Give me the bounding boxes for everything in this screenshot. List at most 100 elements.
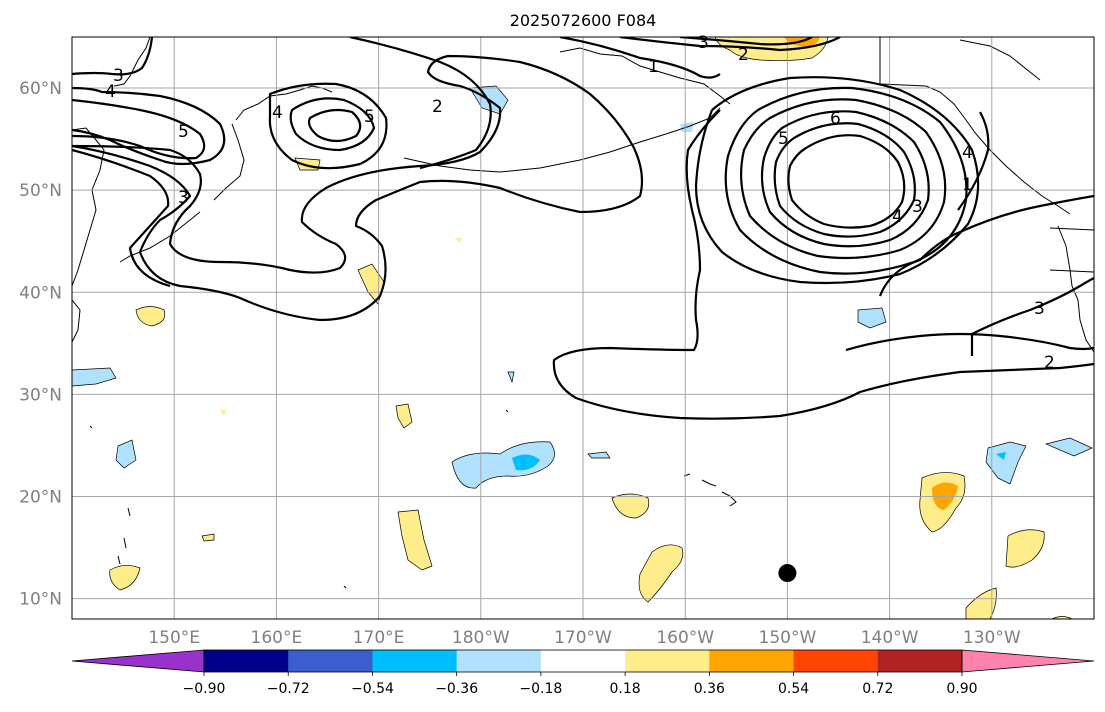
contour-line — [268, 82, 388, 170]
contour-line — [878, 194, 1094, 297]
positive-anomaly-patch — [220, 410, 226, 416]
colorbar-segment — [877, 650, 963, 672]
colorbar-outline — [203, 649, 963, 673]
contour-line — [552, 109, 1094, 420]
contour-label: 3 — [698, 33, 709, 53]
positive-anomaly-patch — [395, 403, 413, 429]
contour-line — [72, 148, 171, 288]
contour-label: 4 — [272, 103, 283, 123]
contour-line — [740, 98, 947, 260]
negative-anomaly-patch — [857, 307, 887, 329]
contour-line — [72, 86, 226, 166]
negative-anomaly-patch — [115, 439, 137, 469]
longitude-label: 150°W — [759, 628, 817, 648]
coastline — [113, 37, 151, 87]
contour-label: 4 — [962, 143, 973, 163]
coastline — [1057, 225, 1094, 353]
map-frame — [71, 36, 1095, 620]
colorbar-segment — [204, 650, 289, 672]
latitude-label: 40°N — [19, 283, 62, 303]
colorbar-segment — [709, 650, 795, 672]
contour-line — [289, 97, 376, 152]
colorbar-extend-low — [71, 649, 205, 673]
colorbar-tick-label: −0.18 — [519, 681, 562, 697]
contour-label: 6 — [830, 109, 841, 129]
positive-anomaly-patch — [1005, 529, 1045, 568]
latitude-label: 10°N — [19, 590, 62, 610]
coastline — [559, 47, 731, 105]
contour-line — [679, 37, 813, 46]
longitude-label: 160°W — [656, 628, 714, 648]
longitude-label: 130°W — [963, 628, 1021, 648]
contour-line — [845, 332, 1094, 352]
contour-label: 2 — [432, 97, 443, 117]
contour-line — [72, 54, 644, 322]
latitude-label: 30°N — [19, 385, 62, 405]
contour-line — [559, 37, 721, 79]
contour-line — [307, 108, 362, 143]
contour-line — [773, 122, 916, 238]
contour-line — [957, 111, 990, 211]
colorbar-segment — [288, 650, 373, 672]
longitude-label: 180°W — [452, 628, 510, 648]
contour-line — [619, 37, 841, 52]
contour-line — [787, 134, 906, 229]
latitude-label: 60°N — [19, 79, 62, 99]
coastline — [879, 37, 1071, 215]
map-title: 2025072600 F084 — [510, 11, 657, 30]
longitude-label: 160°E — [251, 628, 303, 648]
contour-line — [72, 37, 154, 76]
contour-label: 3 — [113, 66, 124, 86]
contour-label: 5 — [364, 107, 375, 127]
colorbar-segment — [456, 650, 542, 672]
contour-label: 4 — [105, 82, 116, 102]
latitude-label: 50°N — [19, 181, 62, 201]
contour-labels: 3 4 5 5 4 3 2 1 3 2 5 6 4 3 1 4 3 2 2 — [105, 33, 1055, 373]
negative-anomaly-patch — [587, 451, 611, 459]
contour-line — [349, 37, 492, 170]
positive-anomaly-patch — [109, 565, 141, 591]
negative-anomaly-patch — [72, 367, 117, 387]
anomaly-shading — [72, 37, 1093, 619]
coastlines — [72, 37, 1094, 589]
colorbar-tick-label: 0.18 — [610, 681, 641, 697]
contour-label: 4 — [892, 207, 903, 227]
contour-label: 1 — [962, 175, 973, 195]
latitude-labels: 60°N 50°N 40°N 30°N 20°N 10°N — [19, 79, 62, 610]
location-marker — [778, 564, 797, 583]
colorbar-tick-label: 0.54 — [778, 681, 809, 697]
colorbar: −0.90 −0.72 −0.54 −0.36 −0.18 0.18 0.36 0.54 0.7… — [71, 649, 1095, 697]
colorbar-extend-high — [961, 649, 1095, 673]
contour-label: 3 — [178, 188, 189, 208]
contour-line — [970, 277, 1094, 356]
colorbar-segment — [625, 650, 710, 672]
contour-line — [694, 76, 980, 285]
colorbar-tick-label: −0.72 — [267, 681, 310, 697]
negative-anomaly-patch — [985, 441, 1027, 485]
contour-label: 5 — [778, 129, 789, 149]
coastline — [1049, 269, 1094, 273]
coastline — [72, 299, 81, 343]
coastline — [403, 107, 721, 173]
positive-anomaly-patch — [611, 493, 650, 519]
contour-line — [760, 110, 930, 248]
coastline — [1049, 227, 1094, 231]
longitude-label: 150°E — [148, 628, 200, 648]
negative-anomaly-patch — [451, 441, 555, 489]
colorbar-tick-label: −0.36 — [435, 681, 478, 697]
contour-lines — [72, 37, 1094, 420]
colorbar-segment — [540, 650, 626, 672]
negative-anomaly-patch — [507, 371, 515, 384]
colorbar-segment — [372, 650, 458, 672]
longitude-labels: 150°E 160°E 170°E 180°W 170°W 160°W 150°W 140°W… — [148, 628, 1021, 648]
negative-anomaly-patch — [1044, 437, 1093, 457]
positive-anomaly-patch — [638, 544, 684, 603]
contour-label: 2 — [1044, 353, 1055, 373]
positive-anomaly-patch — [135, 306, 166, 327]
longitude-label: 170°E — [353, 628, 405, 648]
contour-label: 2 — [738, 45, 749, 65]
colorbar-tick-label: 0.36 — [694, 681, 725, 697]
negative-anomaly-patch — [512, 454, 540, 471]
